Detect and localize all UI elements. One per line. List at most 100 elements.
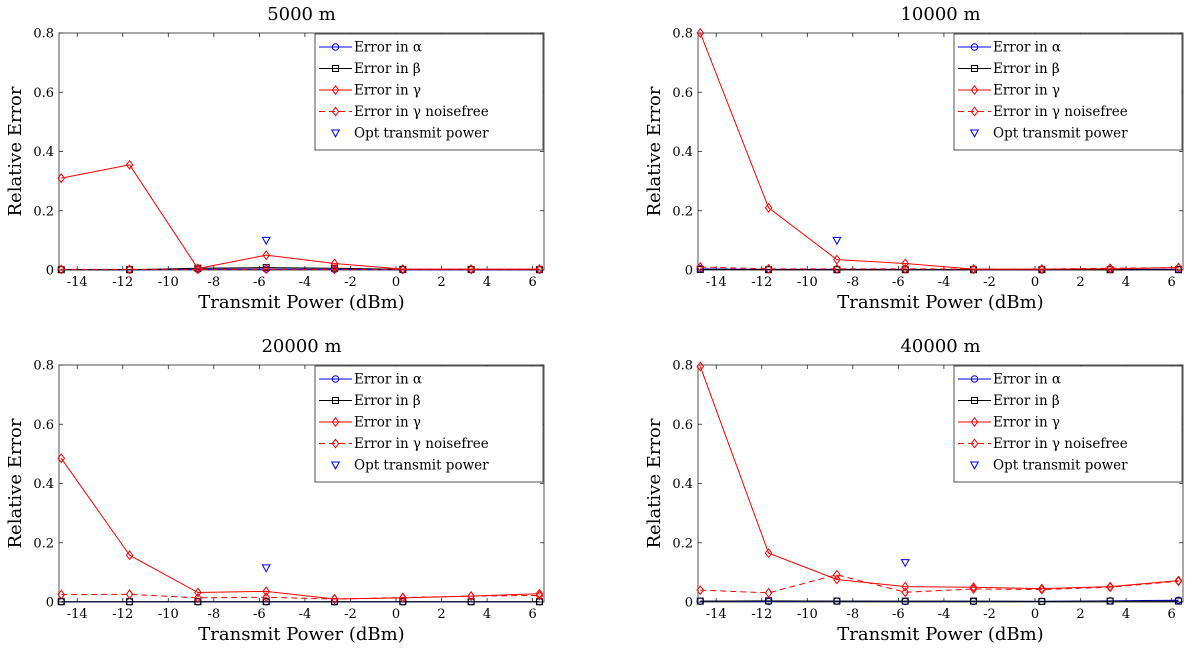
- data-point: [1174, 575, 1183, 586]
- x-tick-label: -4: [299, 275, 312, 290]
- legend-marker: [331, 43, 340, 51]
- chart-title: 5000 m: [267, 4, 336, 25]
- data-point: [696, 262, 705, 273]
- legend-marker: [332, 397, 339, 404]
- y-tick-label: 0.4: [33, 477, 54, 492]
- legend-marker: [331, 375, 340, 383]
- data-point: [1037, 583, 1046, 594]
- legend-marker: [970, 106, 979, 117]
- series-3: [696, 361, 1183, 594]
- data-point: [901, 597, 909, 605]
- x-tick-label: -10: [158, 275, 179, 290]
- series-line: [699, 32, 1179, 270]
- data-point: [125, 550, 134, 561]
- data-point: [194, 587, 202, 598]
- x-tick-label: 2: [437, 275, 445, 290]
- legend-entry: Error in γ: [319, 415, 421, 431]
- y-tick-label: 0.2: [672, 536, 693, 551]
- x-tick-label: 4: [483, 275, 491, 290]
- data-point: [1174, 262, 1183, 273]
- chart-panel-2: -14 -12 -10 -8 -6 -4 -2 0 2 4 6 0 0.2 0.4 0.6 0.8 10000 …: [644, 4, 1184, 313]
- legend-entry: Error in α: [958, 372, 1061, 388]
- legend-entry: Opt transmit power: [969, 458, 1128, 474]
- data-point: [194, 592, 202, 603]
- legend-entry: Error in γ: [319, 83, 421, 99]
- y-axis-label: Relative Error: [5, 418, 26, 548]
- legend-marker: [330, 461, 341, 470]
- legend-label: Error in α: [354, 40, 422, 56]
- x-tick-label: 0: [1031, 607, 1039, 622]
- data-point: [969, 264, 978, 275]
- legend-label: Error in β: [993, 61, 1060, 77]
- series-line: [60, 458, 540, 600]
- legend-entry: Error in γ: [958, 415, 1060, 431]
- data-point-opt-power: [900, 559, 910, 568]
- x-tick-label: -12: [112, 607, 133, 622]
- legend: Error in α Error in β Error in γ Error in γ…: [314, 365, 544, 483]
- data-point: [696, 265, 704, 273]
- x-tick-label: -6: [892, 607, 905, 622]
- data-point: [764, 587, 773, 598]
- legend-entry: Error in γ noisefree: [958, 104, 1128, 120]
- data-point: [262, 592, 271, 603]
- x-axis-label: Transmit Power (dBm): [837, 292, 1043, 313]
- legend-entry: Error in γ: [958, 83, 1060, 99]
- data-point: [398, 592, 407, 603]
- data-point: [696, 597, 704, 605]
- legend-label: Error in γ noisefree: [993, 104, 1128, 120]
- x-tick-label: -8: [207, 607, 220, 622]
- legend-marker: [971, 65, 978, 72]
- data-point: [696, 361, 705, 372]
- legend-entry: Error in β: [958, 61, 1060, 77]
- legend-label: Error in γ noisefree: [354, 104, 489, 120]
- data-point: [467, 591, 475, 602]
- legend-label: Error in γ: [354, 415, 421, 431]
- series-5: [261, 236, 271, 246]
- legend-box: [953, 33, 1183, 151]
- legend-label: Error in γ: [993, 415, 1060, 431]
- x-tick-label: 4: [483, 607, 491, 622]
- data-point: [535, 264, 544, 275]
- x-tick-label: 6: [528, 607, 536, 622]
- x-tick-label: 6: [1167, 607, 1175, 622]
- data-point: [125, 589, 134, 600]
- legend-label: Error in α: [993, 372, 1061, 388]
- x-tick-label: -2: [344, 607, 357, 622]
- x-tick-label: 2: [437, 607, 445, 622]
- y-tick-label: 0.8: [672, 27, 693, 42]
- data-point: [125, 159, 134, 170]
- y-tick-label: 0: [46, 264, 54, 279]
- x-tick-label: -6: [253, 275, 266, 290]
- legend: Error in α Error in β Error in γ Error in γ…: [314, 33, 544, 151]
- data-point-opt-power: [261, 564, 271, 573]
- data-point: [901, 587, 910, 598]
- x-tick-label: -14: [67, 275, 88, 290]
- data-point: [125, 264, 134, 275]
- x-tick-label: 4: [1122, 607, 1130, 622]
- data-point: [901, 263, 910, 274]
- legend-entry: Error in β: [319, 393, 421, 409]
- legend-entry: Error in α: [319, 372, 422, 388]
- legend-entry: Error in γ noisefree: [319, 104, 489, 120]
- x-tick-label: -12: [751, 607, 772, 622]
- legend-label: Error in β: [354, 393, 421, 409]
- data-point: [764, 263, 773, 274]
- data-point: [764, 548, 773, 559]
- series-2: [696, 597, 1182, 605]
- legend-marker: [970, 375, 979, 383]
- data-point: [262, 586, 271, 597]
- data-point: [1038, 597, 1046, 605]
- data-point: [262, 250, 271, 261]
- data-point: [833, 263, 841, 274]
- x-axis-label: Transmit Power (dBm): [198, 624, 404, 645]
- data-point: [57, 173, 66, 184]
- legend-entry: Error in β: [319, 61, 421, 77]
- series-5: [832, 236, 842, 246]
- data-point: [696, 28, 705, 39]
- data-point: [1106, 581, 1114, 592]
- legend-entry: Error in α: [319, 40, 422, 56]
- x-tick-label: -10: [797, 607, 818, 622]
- legend: Error in α Error in β Error in γ Error in γ…: [953, 365, 1183, 483]
- legend-label: Opt transmit power: [354, 126, 489, 142]
- y-tick-label: 0.2: [33, 204, 54, 219]
